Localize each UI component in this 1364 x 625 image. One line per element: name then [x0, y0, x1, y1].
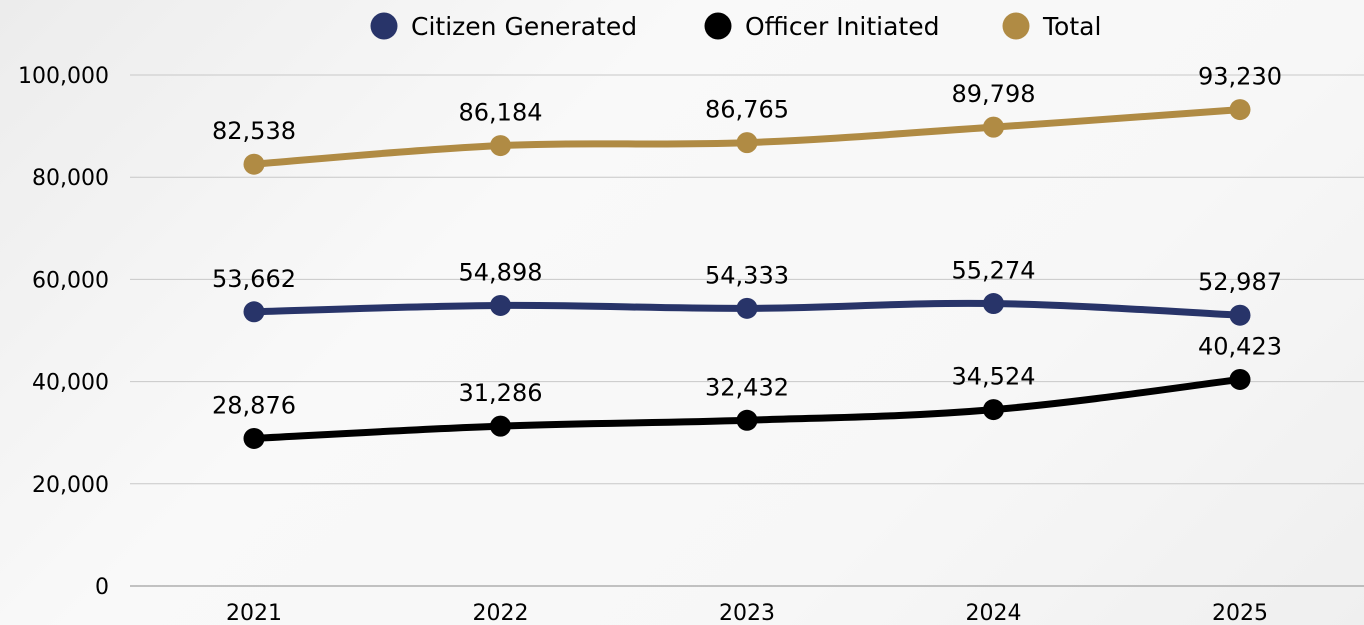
data-point-citizen-generated	[736, 297, 758, 319]
data-label-total: 86,765	[705, 96, 789, 124]
data-label-total: 82,538	[212, 117, 296, 145]
data-point-total	[736, 132, 758, 154]
data-label-total: 89,798	[952, 80, 1036, 108]
x-tick-label: 2024	[966, 601, 1022, 625]
x-tick-label: 2022	[473, 601, 529, 625]
y-tick-label: 80,000	[32, 166, 109, 191]
data-label-officer-initiated: 34,524	[952, 363, 1036, 391]
data-label-officer-initiated: 40,423	[1198, 332, 1282, 360]
data-label-citizen-generated: 52,987	[1198, 268, 1282, 296]
x-tick-label: 2025	[1212, 601, 1268, 625]
data-label-total: 93,230	[1198, 63, 1282, 91]
data-label-citizen-generated: 53,662	[212, 265, 296, 293]
data-point-citizen-generated	[1229, 304, 1251, 326]
data-label-citizen-generated: 54,333	[705, 261, 789, 289]
x-tick-label: 2021	[226, 601, 282, 625]
data-point-officer-initiated	[1229, 368, 1251, 390]
legend-label-total: Total	[1042, 12, 1101, 41]
legend-marker-officer-initiated	[704, 12, 732, 40]
data-label-citizen-generated: 55,274	[952, 257, 1036, 285]
y-tick-label: 100,000	[18, 64, 109, 89]
data-point-citizen-generated	[983, 293, 1004, 315]
data-point-officer-initiated	[490, 415, 511, 437]
data-point-total	[1229, 99, 1251, 121]
data-point-citizen-generated	[243, 301, 265, 323]
y-tick-label: 20,000	[32, 473, 109, 498]
data-label-officer-initiated: 32,432	[705, 373, 789, 401]
data-label-total: 86,184	[459, 99, 543, 127]
data-point-officer-initiated	[983, 399, 1004, 421]
data-label-citizen-generated: 54,898	[459, 258, 543, 286]
y-tick-label: 40,000	[32, 371, 109, 396]
data-point-total	[490, 135, 511, 157]
legend-label-officer-initiated: Officer Initiated	[745, 12, 939, 41]
legend-marker-citizen-generated	[370, 12, 398, 40]
data-label-officer-initiated: 31,286	[459, 379, 543, 407]
y-tick-label: 0	[95, 575, 109, 600]
data-point-citizen-generated	[490, 294, 511, 316]
y-tick-label: 60,000	[32, 268, 109, 293]
data-point-officer-initiated	[243, 427, 265, 449]
data-label-officer-initiated: 28,876	[212, 391, 296, 419]
legend-marker-total	[1002, 12, 1030, 40]
data-point-total	[243, 153, 265, 175]
data-point-total	[983, 116, 1004, 138]
legend-label-citizen-generated: Citizen Generated	[411, 12, 637, 41]
data-point-officer-initiated	[736, 409, 758, 431]
x-tick-label: 2023	[719, 601, 775, 625]
